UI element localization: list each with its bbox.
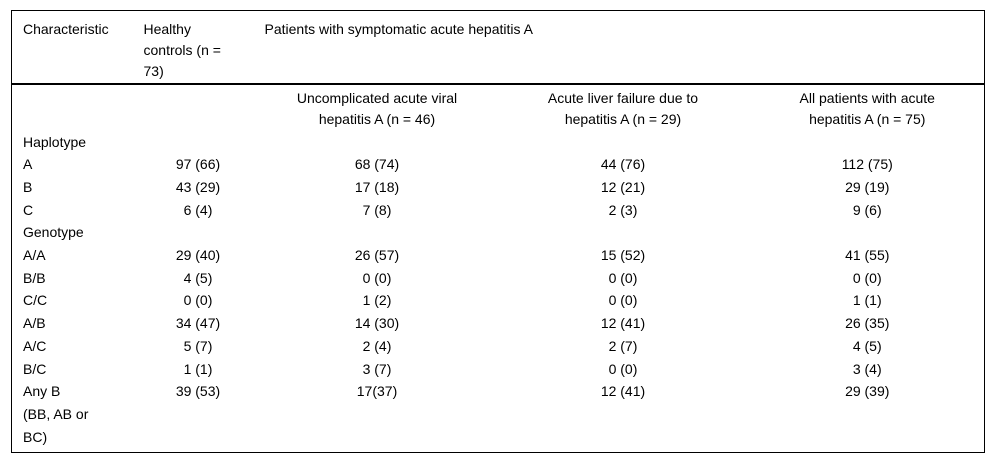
value-cell: 68 (74) — [354, 156, 400, 173]
value-cell: 0 (0) — [608, 360, 638, 377]
empty-header-cell — [12, 84, 138, 131]
value-cell — [496, 131, 751, 154]
col-header-healthy-controls: Healthy controls (n = 73) — [137, 10, 259, 85]
row-label: A/B — [23, 315, 46, 332]
value-cell — [496, 221, 751, 244]
value-cell: 97 (66) — [175, 156, 221, 173]
value-cell: 41 (55) — [845, 247, 890, 264]
value-cell — [138, 131, 259, 154]
value-cell: 29 (39) — [845, 383, 890, 400]
header-row-primary: Characteristic Healthy controls (n = 73)… — [11, 10, 985, 85]
table-row: B 43 (29) 17 (18) 12 (21) 29 (19) — [12, 176, 985, 199]
table-row: A/B 34 (47) 14 (30) 12 (41) 26 (35) — [12, 312, 985, 335]
table-row: B/B 4 (5) 0 (0) 0 (0) 0 (0) — [12, 267, 985, 290]
hepatitis-characteristics-table: Characteristic Healthy controls (n = 73)… — [11, 10, 985, 454]
row-label: Any B (BB, AB or BC) — [23, 383, 89, 445]
row-label: B — [23, 178, 33, 195]
header-row-secondary: Uncomplicated acute viral hepatitis A (n… — [12, 84, 985, 131]
row-label: A — [23, 156, 33, 173]
value-cell: 12 (41) — [600, 315, 646, 332]
value-cell — [259, 221, 496, 244]
value-cell: 26 (57) — [354, 247, 400, 264]
col-subheader-all-patients: All patients with acute hepatitis A (n =… — [799, 89, 935, 127]
value-cell — [751, 131, 985, 154]
section-label: Genotype — [23, 224, 84, 241]
row-label: C/C — [23, 292, 48, 309]
value-cell: 5 (7) — [183, 337, 213, 354]
table-row: A/C 5 (7) 2 (4) 2 (7) 4 (5) — [12, 335, 985, 358]
value-cell: 17(37) — [356, 383, 398, 400]
table-row: A/A 29 (40) 26 (57) 15 (52) 41 (55) — [12, 244, 985, 267]
value-cell: 29 (40) — [175, 247, 221, 264]
value-cell — [751, 221, 985, 244]
value-cell — [259, 131, 496, 154]
value-cell: 7 (8) — [362, 201, 392, 218]
value-cell: 0 (0) — [362, 269, 392, 286]
empty-header-cell — [138, 84, 259, 131]
value-cell: 2 (4) — [362, 337, 392, 354]
value-cell: 39 (53) — [175, 383, 221, 400]
row-label: B/B — [23, 269, 46, 286]
value-cell: 12 (41) — [600, 383, 646, 400]
col-header-patients-group: Patients with symptomatic acute hepatiti… — [258, 10, 985, 85]
value-cell: 29 (19) — [845, 178, 890, 195]
row-label: C — [23, 201, 34, 218]
table-container: Characteristic Healthy controls (n = 73)… — [11, 10, 992, 454]
value-cell: 0 (0) — [608, 292, 638, 309]
value-cell: 17 (18) — [354, 178, 400, 195]
table-row: C 6 (4) 7 (8) 2 (3) 9 (6) — [12, 199, 985, 222]
col-subheader-liver-failure: Acute liver failure due to hepatitis A (… — [547, 89, 699, 127]
value-cell: 0 (0) — [852, 269, 882, 286]
value-cell: 112 (75) — [841, 156, 893, 173]
value-cell: 14 (30) — [354, 315, 400, 332]
value-cell: 12 (21) — [600, 178, 646, 195]
value-cell: 0 (0) — [608, 269, 638, 286]
value-cell: 2 (3) — [608, 201, 638, 218]
col-subheader-uncomplicated: Uncomplicated acute viral hepatitis A (n… — [296, 89, 458, 127]
value-cell — [138, 221, 259, 244]
value-cell: 34 (47) — [175, 315, 221, 332]
section-row: Genotype — [12, 221, 985, 244]
section-label: Haplotype — [23, 133, 87, 150]
value-cell: 26 (35) — [845, 315, 890, 332]
value-cell: 6 (4) — [183, 201, 213, 218]
table-row: A 97 (66) 68 (74) 44 (76) 112 (75) — [12, 153, 985, 176]
value-cell: 43 (29) — [175, 178, 221, 195]
value-cell: 1 (1) — [183, 360, 213, 377]
row-label: A/C — [23, 337, 47, 354]
value-cell: 1 (1) — [852, 292, 882, 309]
col-header-characteristic: Characteristic — [11, 10, 138, 85]
table-body: Haplotype A 97 (66) 68 (74) 44 (76) 112 (75) B… — [12, 131, 985, 453]
value-cell: 15 (52) — [600, 247, 646, 264]
table-header: Characteristic Healthy controls (n = 73)… — [11, 10, 985, 131]
value-cell: 0 (0) — [183, 292, 213, 309]
table-row: Any B (BB, AB or BC) 39 (53) 17(37) 12 (41)… — [12, 380, 985, 453]
value-cell: 3 (4) — [852, 360, 882, 377]
value-cell: 2 (7) — [608, 337, 638, 354]
table-row: C/C 0 (0) 1 (2) 0 (0) 1 (1) — [12, 289, 985, 312]
row-label: B/C — [23, 360, 47, 377]
value-cell: 1 (2) — [362, 292, 392, 309]
value-cell: 4 (5) — [183, 269, 213, 286]
value-cell: 44 (76) — [600, 156, 646, 173]
value-cell: 9 (6) — [852, 201, 882, 218]
section-row: Haplotype — [12, 131, 985, 154]
table-row: B/C 1 (1) 3 (7) 0 (0) 3 (4) — [12, 358, 985, 381]
value-cell: 3 (7) — [362, 360, 392, 377]
row-label: A/A — [23, 247, 46, 264]
value-cell: 4 (5) — [852, 337, 882, 354]
